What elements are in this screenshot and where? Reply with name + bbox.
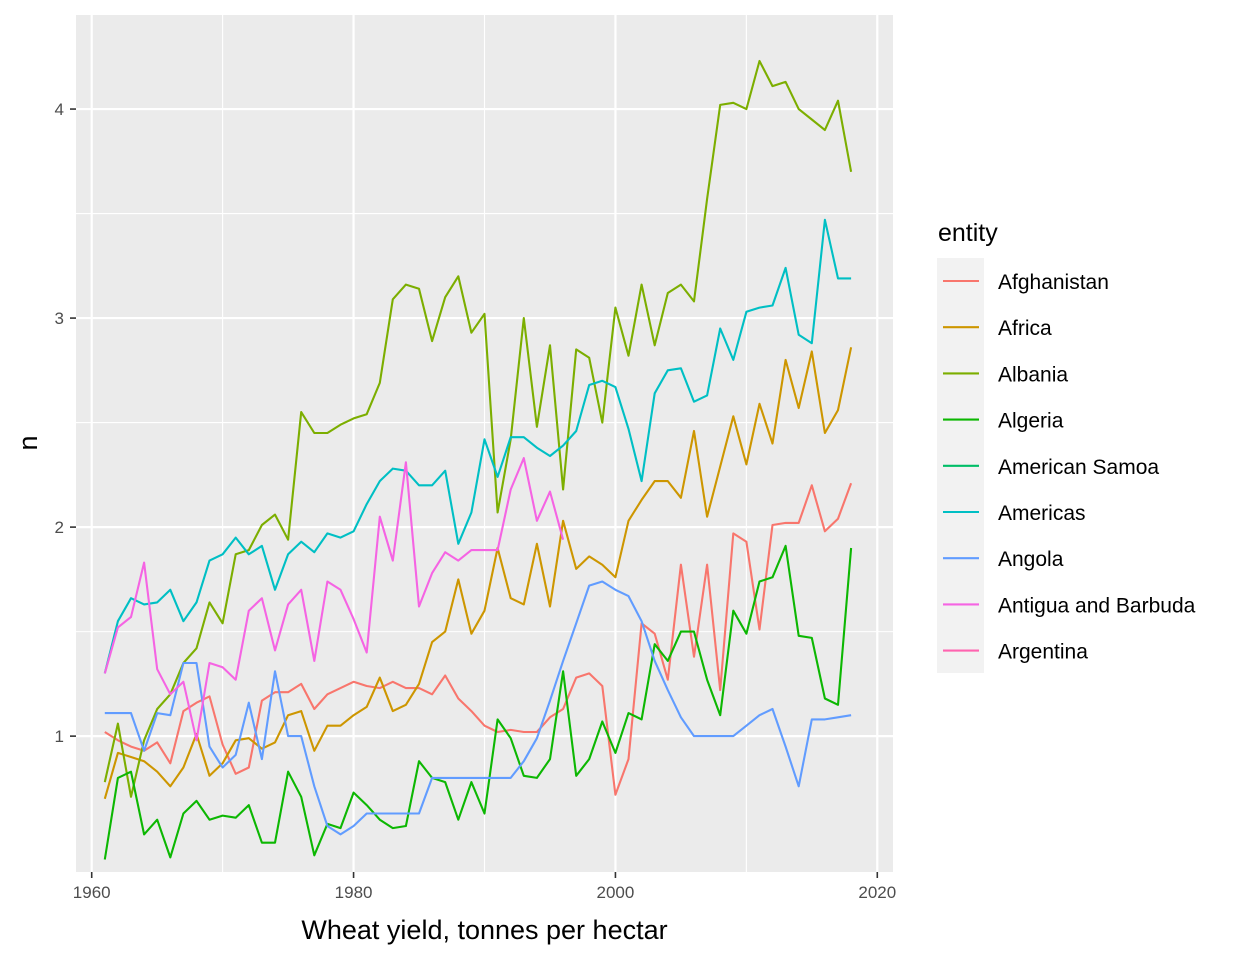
x-tick-label: 2000 (597, 883, 635, 902)
legend-label-americas: Americas (998, 502, 1086, 525)
legend-label-angola: Angola (998, 548, 1064, 571)
legend-label-algeria: Algeria (998, 410, 1064, 433)
legend-label-argentina: Argentina (998, 641, 1088, 664)
x-tick-label: 1960 (73, 883, 111, 902)
y-axis-title: n (13, 435, 43, 450)
x-tick-label: 2020 (858, 883, 896, 902)
x-axis: 1960 1980 2000 2020 (73, 872, 896, 902)
series-line-angola (104, 580, 852, 836)
legend-label-antigua-and-barbuda: Antigua and Barbuda (998, 594, 1196, 617)
y-tick-label: 3 (55, 309, 64, 328)
y-axis: 1 2 3 4 (55, 100, 76, 746)
series-line-africa (103, 347, 853, 800)
series-line-antigua-and-barbuda (103, 457, 565, 742)
series-line-afghanistan (104, 482, 853, 796)
x-tick-label: 1980 (335, 883, 373, 902)
legend-label-afghanistan: Afghanistan (998, 271, 1109, 294)
legend-label-africa: Africa (998, 317, 1052, 340)
legend-title: entity (938, 219, 998, 247)
legend-label-american-samoa: American Samoa (998, 456, 1159, 479)
y-tick-label: 2 (55, 518, 64, 537)
series-line-algeria (103, 544, 853, 860)
series-line-americas (103, 218, 852, 674)
legend: entity Afghanistan Africa Albania Algeria Am… (937, 219, 1196, 673)
legend-label-albania: Albania (998, 363, 1068, 386)
series-lines (103, 59, 853, 860)
series-line-albania (103, 59, 853, 798)
grid-major (76, 15, 893, 872)
y-tick-label: 4 (55, 100, 64, 119)
x-axis-title: Wheat yield, tonnes per hectar (301, 915, 667, 945)
y-tick-label: 1 (55, 727, 64, 746)
